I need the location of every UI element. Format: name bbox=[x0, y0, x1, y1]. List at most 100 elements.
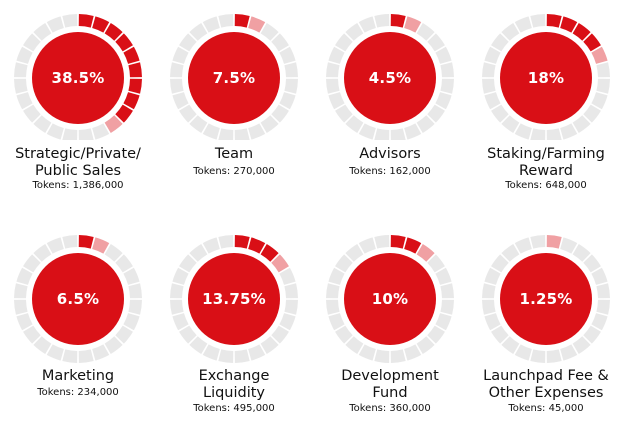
ring-segment-track bbox=[92, 344, 110, 361]
ring-segment-track bbox=[170, 78, 184, 94]
ring-segment-track bbox=[530, 14, 546, 28]
ring-segment-track bbox=[271, 325, 289, 344]
ring-segment-track bbox=[335, 254, 353, 273]
ring-segment-track bbox=[326, 62, 340, 78]
ring-segment-track bbox=[189, 336, 208, 354]
allocation-card-development-fund: 10% Development Fund Tokens: 360,000 bbox=[312, 216, 468, 432]
ring-segment-track bbox=[560, 237, 578, 254]
ring-segment-track bbox=[484, 46, 501, 64]
ring-segment-filled bbox=[390, 14, 406, 28]
ring-segment-track bbox=[591, 267, 608, 285]
category-label: Launchpad Fee & Other Expenses bbox=[483, 368, 609, 401]
allocation-card-exchange-liquidity: 13.75% Exchange Liquidity Tokens: 495,00… bbox=[156, 216, 312, 432]
category-label: Marketing bbox=[41, 368, 115, 384]
ring-segment-track bbox=[62, 128, 78, 140]
ring-segment-track bbox=[514, 16, 532, 33]
ring-segment-filled bbox=[591, 46, 608, 64]
ring-segment-track bbox=[33, 336, 52, 354]
ring-segment-filled bbox=[104, 115, 123, 133]
ring-segment-track bbox=[248, 123, 266, 140]
ring-segment-track bbox=[14, 299, 28, 315]
ring-segment-track bbox=[374, 235, 390, 249]
percent-label: 18% bbox=[527, 69, 565, 87]
ring-segment-track bbox=[560, 123, 578, 140]
ring-segment-track bbox=[501, 336, 520, 354]
tokens-label: Tokens: 495,000 bbox=[193, 403, 275, 414]
ring-segment-track bbox=[546, 349, 562, 363]
ring-segment-filled bbox=[260, 244, 279, 262]
percent-label: 13.75% bbox=[202, 290, 266, 308]
ring-segment-track bbox=[33, 23, 52, 41]
ring-segment-track bbox=[260, 23, 279, 41]
ring-segment-filled bbox=[583, 33, 601, 52]
ring-segment-track bbox=[435, 313, 452, 331]
ring-segment-track bbox=[46, 16, 64, 33]
ring-segment-track bbox=[530, 128, 546, 140]
ring-segment-track bbox=[583, 254, 601, 273]
ring-segment-track bbox=[345, 115, 364, 133]
ring-segment-filled bbox=[546, 235, 562, 249]
ring-segment-track bbox=[172, 46, 189, 64]
ring-segment-track bbox=[572, 336, 591, 354]
percent-label: 38.5% bbox=[51, 69, 105, 87]
tokens-label: Tokens: 360,000 bbox=[349, 403, 431, 414]
ring-segment-track bbox=[23, 325, 41, 344]
center-disc bbox=[500, 32, 592, 124]
ring-segment-track bbox=[170, 299, 184, 315]
ring-segment-track bbox=[202, 16, 220, 33]
ring-segment-filled bbox=[404, 237, 422, 254]
ring-segment-track bbox=[104, 244, 123, 262]
percent-label: 6.5% bbox=[56, 290, 100, 308]
ring-segment-track bbox=[172, 313, 189, 331]
ring-segment-track bbox=[14, 78, 28, 94]
ring-segment-filled bbox=[128, 78, 142, 94]
allocation-card-marketing: 6.5% Marketing Tokens: 234,000 bbox=[0, 216, 156, 432]
ring-segment-track bbox=[440, 299, 454, 315]
allocation-card-strategic-sales: 38.5% Strategic/Private/ Public Sales To… bbox=[0, 0, 156, 216]
ring-segment-filled bbox=[546, 14, 562, 28]
ring-segment-track bbox=[596, 78, 610, 94]
ring-segment-track bbox=[514, 123, 532, 140]
ring-segment-filled bbox=[92, 237, 110, 254]
ring-team bbox=[170, 14, 298, 140]
category-label: Development Fund bbox=[341, 368, 439, 401]
ring-segment-track bbox=[440, 62, 454, 78]
ring-launchpad-fee bbox=[482, 235, 610, 363]
ring-segment-track bbox=[46, 344, 64, 361]
ring-segment-track bbox=[170, 283, 184, 299]
ring-segment-track bbox=[501, 115, 520, 133]
ring-segment-track bbox=[484, 267, 501, 285]
ring-segment-track bbox=[128, 299, 142, 315]
ring-segment-track bbox=[390, 128, 406, 140]
ring-segment-track bbox=[482, 78, 496, 94]
ring-segment-track bbox=[427, 254, 445, 273]
percent-label: 7.5% bbox=[212, 69, 256, 87]
center-disc bbox=[344, 32, 436, 124]
ring-segment-track bbox=[78, 349, 94, 363]
ring-segment-track bbox=[284, 283, 298, 299]
center-disc bbox=[500, 253, 592, 345]
ring-segment-track bbox=[33, 244, 52, 262]
tokens-label: Tokens: 234,000 bbox=[37, 387, 119, 398]
ring-segment-track bbox=[23, 104, 41, 123]
ring-segment-track bbox=[335, 104, 353, 123]
ring-segment-track bbox=[358, 344, 376, 361]
ring-segment-filled bbox=[248, 237, 266, 254]
ring-segment-track bbox=[189, 23, 208, 41]
ring-segment-track bbox=[560, 344, 578, 361]
ring-segment-filled bbox=[123, 92, 140, 110]
ring-segment-track bbox=[335, 325, 353, 344]
ring-segment-track bbox=[23, 33, 41, 52]
ring-segment-track bbox=[179, 104, 197, 123]
ring-segment-track bbox=[279, 313, 296, 331]
ring-segment-filled bbox=[92, 16, 110, 33]
ring-segment-track bbox=[404, 344, 422, 361]
ring-segment-filled bbox=[128, 62, 142, 78]
ring-segment-track bbox=[62, 235, 78, 249]
ring-segment-track bbox=[328, 313, 345, 331]
ring-segment-track bbox=[374, 128, 390, 140]
ring-segment-track bbox=[284, 299, 298, 315]
ring-segment-filled bbox=[271, 254, 289, 273]
allocation-card-team: 7.5% Team Tokens: 270,000 bbox=[156, 0, 312, 216]
ring-segment-track bbox=[218, 235, 234, 249]
